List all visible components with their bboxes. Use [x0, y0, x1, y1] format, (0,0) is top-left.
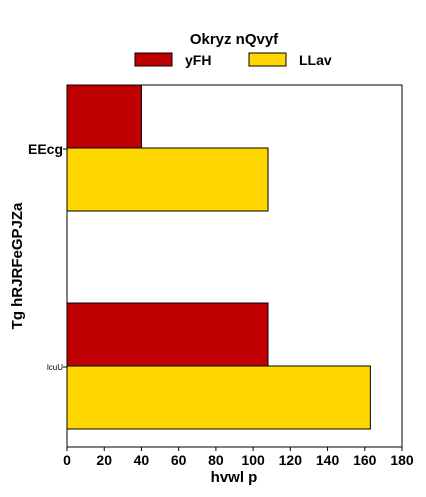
bar-lcuU-LLav	[66, 365, 371, 430]
x-axis-ticks: 0 20 40 60 80 100 120 140 160 180	[63, 447, 414, 468]
x-tick-label-140: 140	[316, 452, 340, 468]
y-axis-ticks: EEcg lcuU	[28, 141, 67, 372]
plot-frame	[66, 84, 403, 448]
bars	[66, 84, 371, 430]
x-tick-label-20: 20	[96, 452, 112, 468]
legend-label-LLav: LLav	[299, 52, 332, 68]
bar-EEcg-yFH	[66, 84, 142, 149]
x-tick-label-160: 160	[353, 452, 377, 468]
bar-lcuU-yFH	[66, 302, 269, 367]
x-tick-label-0: 0	[63, 452, 71, 468]
legend-title: Okryz nQvyf	[190, 31, 279, 48]
x-tick-label-80: 80	[208, 452, 224, 468]
legend-swatch-yFH	[134, 52, 173, 67]
x-tick-label-120: 120	[279, 452, 303, 468]
legend-label-yFH: yFH	[185, 52, 211, 68]
legend-swatch-LLav	[248, 52, 287, 67]
x-tick-label-100: 100	[241, 452, 265, 468]
x-axis-label: hvwl p	[211, 469, 258, 486]
x-tick-label-180: 180	[390, 452, 414, 468]
y-tick-label-lcuU: lcuU	[47, 363, 63, 372]
legend: yFH LLav	[134, 52, 332, 68]
y-axis-label: Tg hRJRFeGPJZa	[9, 202, 26, 329]
x-tick-label-60: 60	[171, 452, 187, 468]
x-tick-label-40: 40	[134, 452, 150, 468]
bar-EEcg-LLav	[66, 147, 269, 212]
y-tick-label-EEcg: EEcg	[28, 141, 63, 157]
